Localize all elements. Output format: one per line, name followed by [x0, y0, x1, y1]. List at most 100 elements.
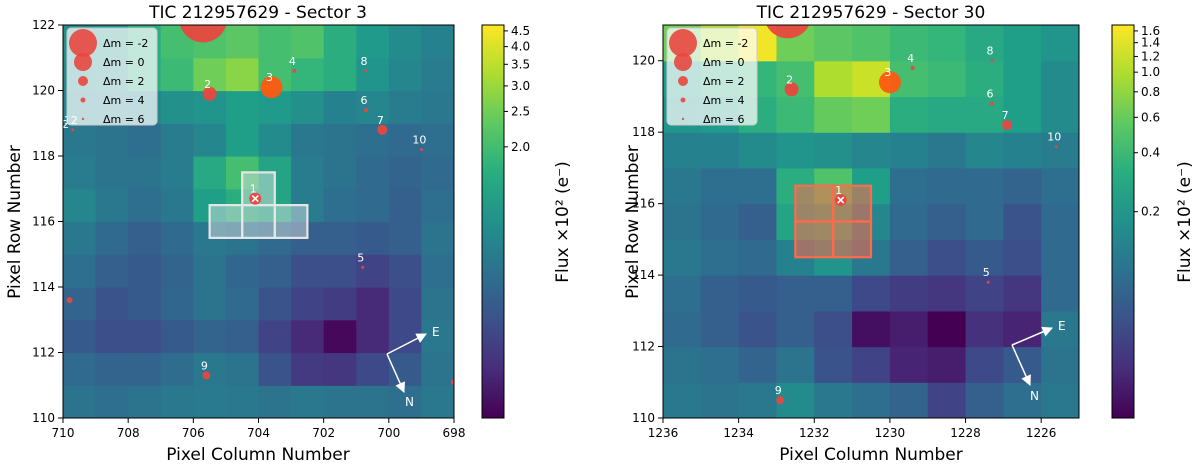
x-axis-label: Pixel Column Number: [166, 445, 350, 465]
heatmap-cell: [95, 221, 129, 255]
heatmap-cell: [776, 346, 815, 383]
heatmap-cell: [95, 319, 129, 354]
heatmap-cell: [852, 346, 891, 383]
heatmap-cell: [927, 60, 967, 98]
heatmap-cell: [160, 57, 194, 92]
star-label: 7: [1002, 109, 1009, 122]
target-marker: [837, 196, 845, 204]
heatmap-cell: [700, 346, 740, 383]
heatmap-cell: [776, 310, 815, 348]
star-marker: [260, 76, 283, 99]
star-label: 3: [266, 71, 273, 84]
heatmap-cell: [95, 352, 129, 386]
heatmap-cell: [421, 90, 454, 124]
heatmap-cell: [323, 123, 357, 157]
heatmap-cell: [95, 385, 129, 418]
heatmap-cell: [356, 57, 390, 92]
heatmap-cell: [889, 132, 929, 169]
heatmap-cell: [128, 123, 162, 157]
heatmap-cell: [776, 132, 815, 169]
north-arrow: [1011, 344, 1031, 386]
heatmap-cell: [700, 203, 740, 240]
axes: 1236 1234 1232 1230 1228 12261101121141161181…: [632, 54, 1056, 440]
colorbar-tick-label: 3.0: [511, 79, 530, 93]
heatmap-cell: [63, 221, 97, 255]
heatmap-cell: [225, 90, 260, 124]
colorbar-tick-label: 1.4: [1141, 36, 1160, 50]
heatmap-cell: [225, 319, 260, 354]
colorbar-tick-label: 0.8: [1141, 85, 1160, 99]
colorbar-tick-label: 3.5: [511, 57, 530, 71]
heatmap-cell: [160, 156, 194, 190]
heatmap-cell: [193, 254, 227, 288]
heatmap-cell: [852, 25, 891, 62]
heatmap-cell: [421, 352, 454, 386]
legend-marker: [681, 117, 685, 121]
star-markers: 1234567891012121: [63, 25, 454, 385]
heatmap-cell: [95, 287, 129, 321]
heatmap-cell: [889, 310, 929, 348]
legend-entry: Δm = -2: [703, 37, 748, 50]
y-tick-label: 118: [32, 149, 55, 163]
heatmap-cell: [927, 239, 967, 276]
heatmap-cell: [421, 123, 454, 157]
star-label: 10: [1047, 130, 1061, 143]
legend-marker: [78, 76, 88, 86]
heatmap-cell: [814, 60, 853, 98]
heatmap-cell: [63, 287, 97, 321]
heatmap-cell: [1041, 96, 1079, 133]
heatmap-cell: [356, 90, 390, 124]
heatmap-cell: [160, 123, 194, 157]
heatmap-cell: [63, 188, 97, 223]
star-marker: [1002, 120, 1013, 131]
heatmap-cell: [291, 123, 325, 157]
heatmap-cell: [421, 25, 454, 59]
colorbar-tick-label: 1.2: [1141, 49, 1160, 63]
heatmap-cell: [193, 352, 227, 386]
heatmap-cell: [1041, 239, 1079, 276]
legend: Δm = -2 Δm = 0 Δm = 2 Δm = 4 Δm = 6: [666, 27, 758, 126]
heatmap-cell: [291, 156, 325, 190]
heatmap-cell: [738, 310, 778, 348]
legend-entry: Δm = -2: [103, 37, 148, 50]
heatmap-cell: [700, 382, 740, 418]
x-tick-label: 698: [443, 426, 466, 440]
compass: E N: [1011, 319, 1066, 403]
aperture-pixel: [241, 204, 276, 239]
heatmap-cell: [1041, 203, 1079, 240]
east-label: E: [432, 325, 440, 339]
heatmap-cell: [291, 352, 325, 386]
heatmap-cell: [1003, 167, 1042, 205]
heatmap-cell: [814, 96, 853, 133]
heatmap-cell: [258, 319, 292, 354]
heatmap-cell: [1041, 382, 1079, 418]
heatmap-cell: [421, 57, 454, 92]
heatmap-cell: [258, 25, 292, 59]
heatmap-cell: [128, 385, 162, 418]
heatmap-cell: [323, 221, 357, 255]
heatmap-cell: [356, 188, 390, 223]
heatmap-cell: [965, 239, 1004, 276]
x-tick-label: 1226: [1026, 426, 1057, 440]
heatmap-cell: [356, 156, 390, 190]
star-marker: [990, 101, 995, 106]
heatmap-cell: [814, 382, 853, 418]
heatmap-cell: [700, 239, 740, 276]
x-tick-label: 706: [182, 426, 205, 440]
colorbar-tick-label: 0.6: [1141, 110, 1160, 124]
heatmap-cell: [421, 385, 454, 418]
heatmap-cell: [852, 96, 891, 133]
star-marker: [451, 378, 454, 385]
heatmap-cell: [95, 188, 129, 223]
heatmap-cell: [356, 352, 390, 386]
star-markers: 1 2 3 4 5 67 8 9 10: [766, 25, 1061, 405]
heatmap-cell: [927, 25, 967, 62]
colorbar-ticks: 1.61.41.2 1.0 0.8 0.6 0.4 0.2: [1134, 24, 1160, 219]
legend-entry: Δm = 6: [103, 113, 144, 126]
x-tick-label: 704: [247, 426, 270, 440]
legend-entry: Δm = 0: [703, 56, 744, 69]
y-tick-label: 120: [32, 84, 55, 98]
heatmap-cell: [927, 167, 967, 205]
heatmap-cell: [965, 382, 1004, 418]
